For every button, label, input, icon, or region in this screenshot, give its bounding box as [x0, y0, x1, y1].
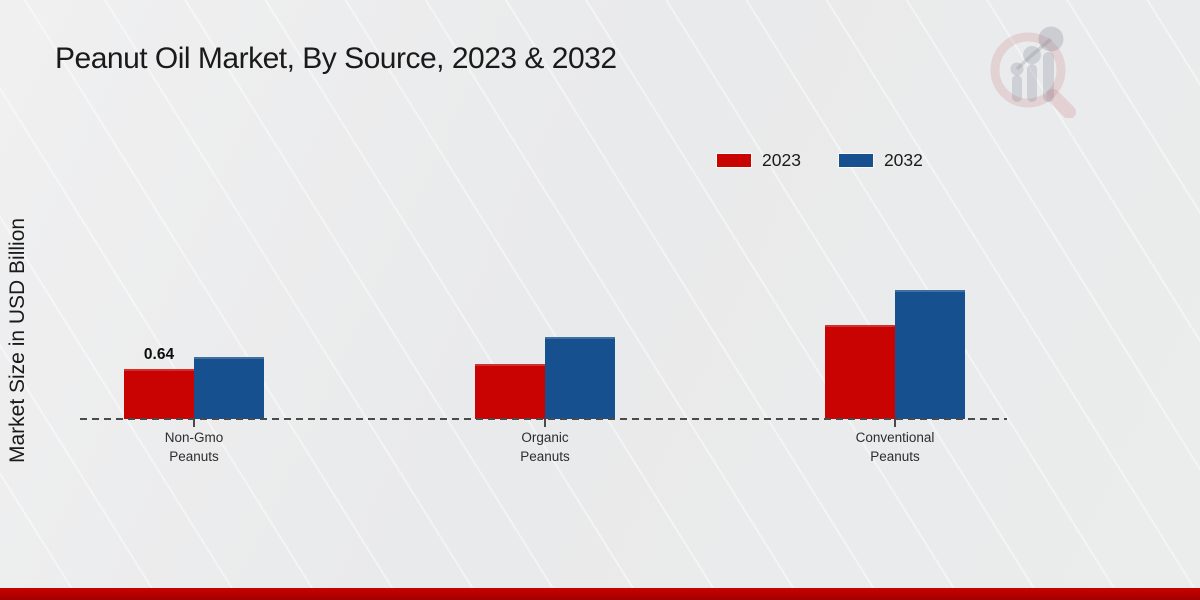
category-label: Non-Gmo Peanuts	[164, 430, 224, 464]
legend-swatch-2023	[717, 153, 751, 167]
bar-2023-organic-peanuts	[475, 364, 545, 419]
bar-2032-conventional-peanuts	[895, 290, 965, 419]
legend-swatch-2032	[838, 153, 873, 167]
x-axis-tick	[193, 419, 195, 427]
x-axis-baseline	[80, 418, 1007, 420]
footer-red-bar	[0, 588, 1200, 600]
bar-2023-conventional-peanuts	[825, 325, 895, 419]
legend: 2023 2032	[717, 149, 923, 171]
category-label: Organic Peanuts	[520, 430, 570, 464]
x-axis-tick	[894, 419, 896, 427]
legend-label-2032: 2032	[883, 149, 923, 170]
legend-label-2023: 2023	[762, 149, 801, 170]
bar-2032-organic-peanuts	[545, 336, 615, 419]
bar-2032-non-gmo-peanuts	[194, 356, 264, 419]
legend-item-2023: 2023	[717, 150, 801, 171]
legend-item-2032: 2032	[838, 149, 923, 171]
chart-title: Peanut Oil Market, By Source, 2023 & 203…	[55, 42, 617, 75]
bar-value-label: 0.64	[143, 346, 175, 363]
bar-2023-non-gmo-peanuts	[124, 369, 194, 419]
market-research-future-logo-icon	[990, 26, 1076, 118]
x-axis-tick	[544, 419, 546, 427]
category-label: Conventional Peanuts	[855, 430, 935, 464]
